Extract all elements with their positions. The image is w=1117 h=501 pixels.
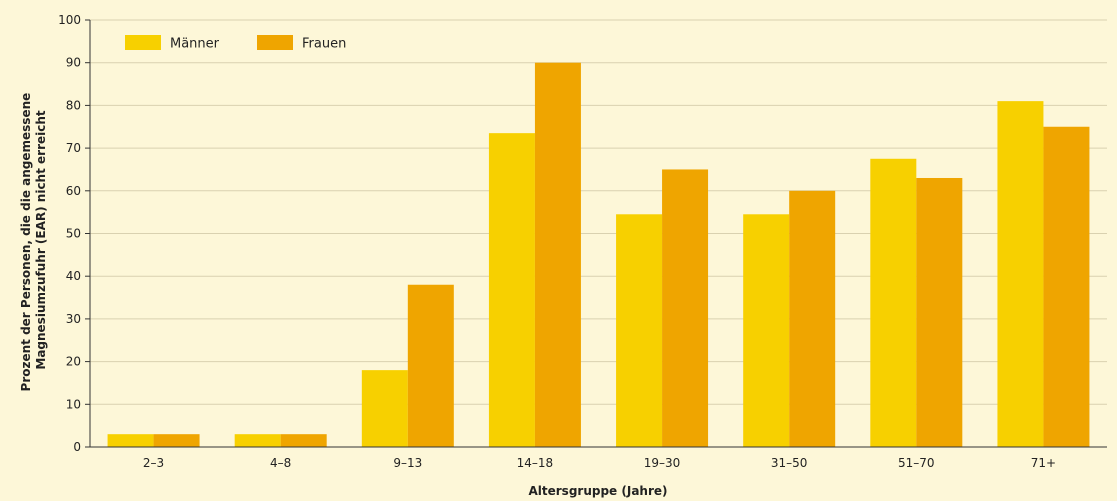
legend-swatch-maenner: [125, 35, 161, 50]
x-tick-label-2: 9–13: [393, 456, 422, 470]
x-tick-label-7: 71+: [1031, 456, 1056, 470]
x-tick-label-1: 4–8: [270, 456, 291, 470]
y-tick-label-0: 0: [73, 440, 81, 454]
x-tick-label-0: 2–3: [143, 456, 164, 470]
x-tick-label-3: 14–18: [517, 456, 554, 470]
x-tick-label-4: 19–30: [644, 456, 681, 470]
bar-maenner-4: [616, 214, 663, 447]
bar-maenner-3: [488, 133, 535, 447]
y-tick-labels: 0 10 20 30 40 50 60 70 80 90 100: [58, 13, 90, 454]
bar-frauen-2: [407, 284, 454, 447]
bar-frauen-6: [916, 177, 963, 448]
y-tick-label-90: 90: [66, 56, 81, 70]
legend: Männer Frauen: [125, 35, 346, 52]
bar-maenner-0: [107, 434, 154, 447]
bar-maenner-1: [234, 434, 281, 447]
bar-frauen-3: [534, 62, 581, 447]
y-axis-title: Prozent der Personen, die die angemessen…: [19, 89, 48, 392]
bar-frauen-1: [280, 434, 327, 447]
legend-label-maenner: Männer: [170, 37, 220, 52]
y-tick-label-60: 60: [66, 184, 81, 198]
y-tick-label-30: 30: [66, 312, 81, 326]
y-tick-label-10: 10: [66, 397, 81, 411]
y-tick-label-40: 40: [66, 269, 81, 283]
y-axis-title-line-2: Magnesiumzufuhr (EAR) nicht erreicht: [34, 110, 48, 370]
bars: [107, 62, 1090, 448]
bar-frauen-5: [789, 190, 836, 448]
gridlines: [90, 19, 1107, 405]
x-tick-label-6: 51–70: [898, 456, 935, 470]
bar-maenner-2: [361, 370, 408, 447]
y-tick-label-50: 50: [66, 227, 81, 241]
bar-maenner-6: [870, 158, 917, 447]
y-tick-label-100: 100: [58, 13, 81, 27]
x-axis-title: Altersgruppe (Jahre): [528, 484, 667, 498]
bar-maenner-5: [743, 214, 790, 447]
bar-frauen-0: [153, 434, 200, 447]
bar-frauen-4: [662, 169, 709, 447]
x-tick-label-5: 31–50: [771, 456, 808, 470]
legend-swatch-frauen: [257, 35, 293, 50]
bar-frauen-7: [1043, 126, 1090, 447]
legend-label-frauen: Frauen: [302, 37, 346, 52]
y-tick-label-20: 20: [66, 355, 81, 369]
y-tick-label-80: 80: [66, 98, 81, 112]
y-tick-label-70: 70: [66, 141, 81, 155]
bar-maenner-7: [997, 101, 1044, 447]
y-axis-title-line-1: Prozent der Personen, die die angemessen…: [19, 93, 33, 392]
x-tick-labels: 2–3 4–8 9–13 14–18 19–30 31–50 51–70 71+: [143, 456, 1056, 470]
